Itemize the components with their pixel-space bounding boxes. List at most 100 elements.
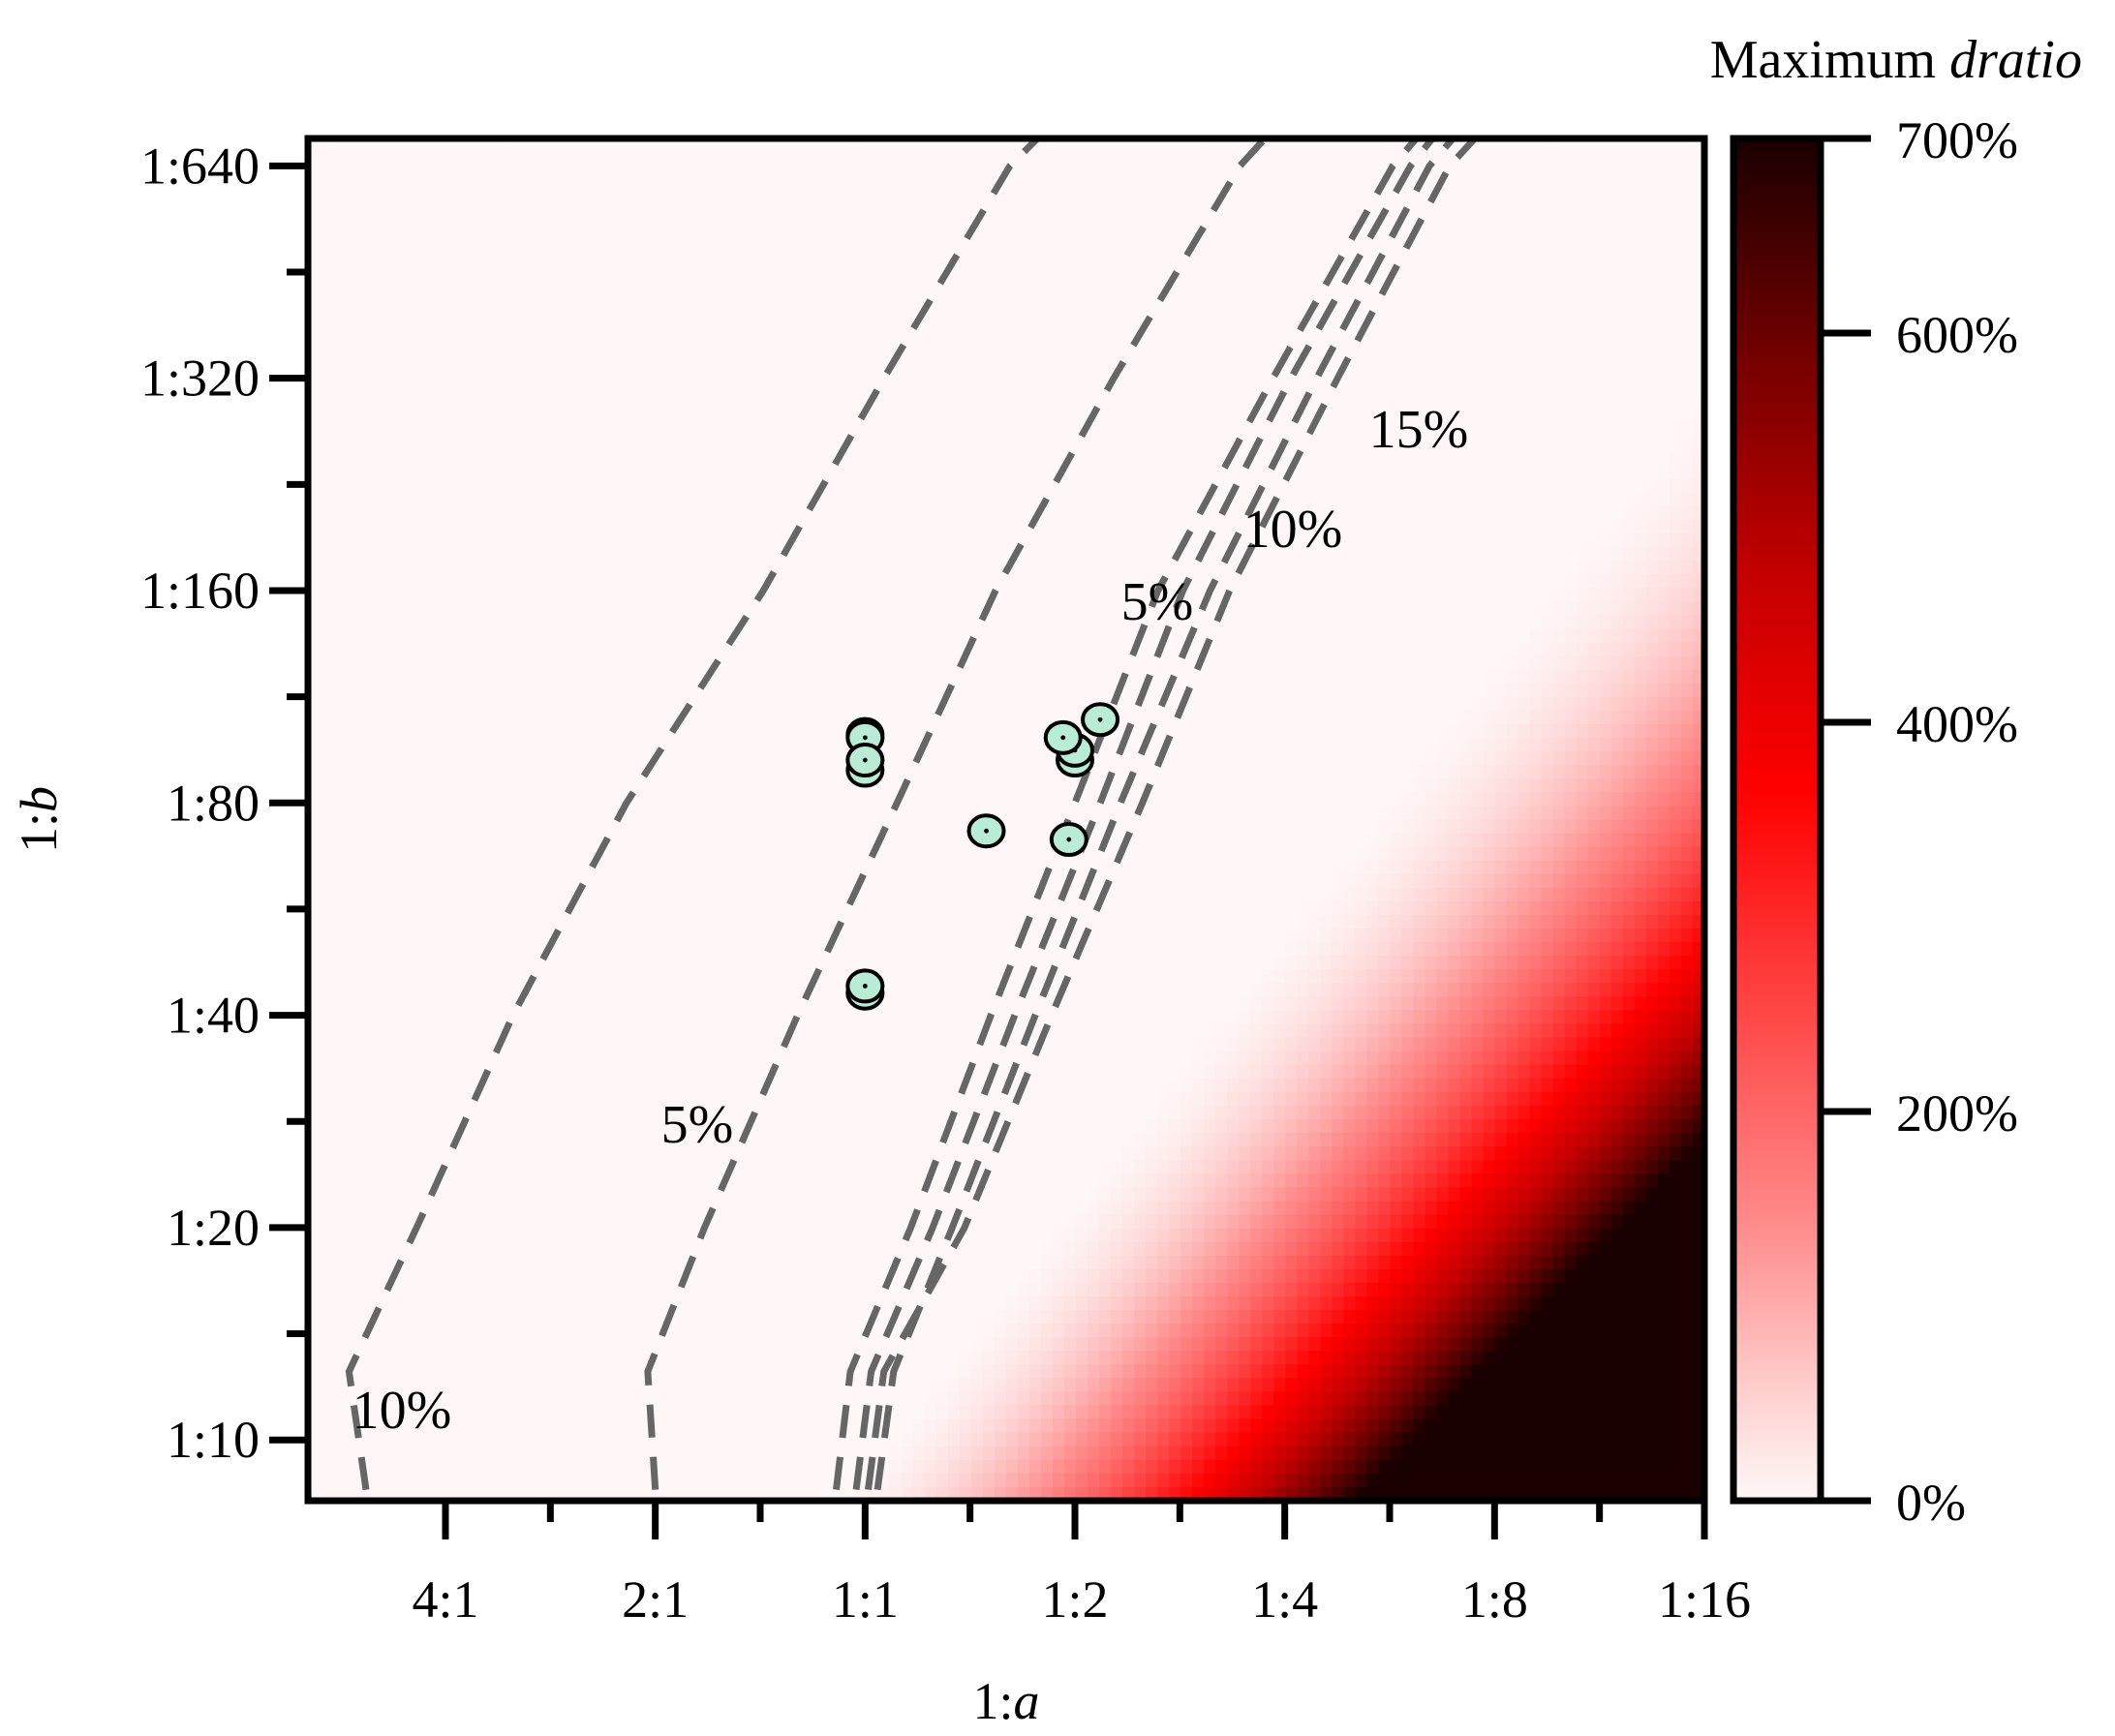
heatmap-cell [575,1459,589,1475]
heatmap-cell [668,655,682,671]
heatmap-cell [680,1324,693,1338]
heatmap-cell [866,655,879,671]
heatmap-cell [877,929,891,943]
heatmap-cell [726,1391,740,1407]
heatmap-cell [877,683,891,698]
heatmap-cell [540,1064,554,1080]
heatmap-cell [471,683,484,698]
heatmap-cell [354,1255,367,1270]
heatmap-cell [529,887,542,902]
heatmap-cell [784,669,798,685]
heatmap-cell [447,260,461,276]
heatmap-cell [331,179,344,195]
heatmap-cell [622,983,635,998]
heatmap-cell [622,615,635,630]
heatmap-cell [564,860,577,875]
heatmap-cell [529,1023,542,1039]
heatmap-cell [389,1324,402,1338]
heatmap-cell [564,1459,577,1475]
heatmap-cell [645,819,659,835]
heatmap-cell [633,206,647,222]
heatmap-cell [378,1241,390,1257]
heatmap-cell [436,1473,448,1488]
heatmap-cell [645,914,659,929]
heatmap-cell [657,1105,670,1120]
heatmap-cell [796,696,810,712]
heatmap-cell [587,996,600,1012]
heatmap-cell [413,1473,425,1488]
heatmap-cell [320,1282,332,1297]
heatmap-cell [436,1023,448,1039]
heatmap-cell [633,451,647,467]
heatmap-cell [680,179,693,195]
heatmap-cell [796,1078,810,1093]
heatmap-cell [529,1078,542,1093]
heatmap-cell [331,1459,344,1475]
heatmap-cell [726,1051,740,1066]
heatmap-cell [668,846,682,862]
heatmap-cell [738,914,751,929]
heatmap-cell [378,628,390,644]
heatmap-cell [622,220,635,235]
heatmap-cell [738,220,751,235]
heatmap-cell [506,1295,519,1311]
heatmap-cell [622,1295,635,1311]
heatmap-cell [808,1119,821,1134]
heatmap-cell [843,792,856,807]
heatmap-cell [517,1241,531,1257]
heatmap-cell [715,751,728,767]
heatmap-cell [715,778,728,794]
heatmap-cell [564,1201,577,1216]
heatmap-cell [633,860,647,875]
heatmap-cell [482,561,496,576]
heatmap-cell [494,1378,507,1393]
heatmap-cell [564,642,577,657]
heatmap-cell [808,996,821,1012]
heatmap-cell [320,929,332,943]
heatmap-cell [424,478,437,494]
heatmap-cell [401,588,414,603]
heatmap-cell [389,1241,402,1257]
heatmap-cell [401,206,414,222]
heatmap-cell [459,1214,473,1230]
heatmap-cell [657,1255,670,1270]
heatmap-cell [320,1351,332,1366]
heatmap-cell [668,1364,682,1380]
heatmap-cell [459,1459,473,1475]
heatmap-cell [564,1418,577,1434]
heatmap-cell [471,956,484,971]
heatmap-cell [389,601,402,617]
heatmap-cell [691,806,705,821]
heatmap-cell [413,152,425,167]
heatmap-cell [645,166,659,181]
heatmap-cell [378,328,390,344]
heatmap-cell [401,478,414,494]
heatmap-cell [738,710,751,725]
heatmap-cell [726,138,740,153]
heatmap-cell [401,301,414,317]
heatmap-cell [401,819,414,835]
heatmap-cell [831,343,844,357]
heatmap-cell [598,792,612,807]
heatmap-cell [354,383,367,399]
heatmap-cell [447,601,461,617]
heatmap-cell [622,1310,635,1325]
heatmap-cell [482,683,496,698]
heatmap-cell [796,1337,810,1353]
heatmap-cell [459,343,473,357]
heatmap-cell [703,301,717,317]
heatmap-cell [447,438,461,453]
heatmap-cell [645,343,659,357]
heatmap-cell [378,247,390,262]
heatmap-cell [343,315,355,330]
heatmap-cell [436,996,448,1012]
heatmap-cell [680,1146,693,1162]
heatmap-cell [494,929,507,943]
heatmap-cell [726,505,740,521]
heatmap-cell [808,846,821,862]
heatmap-cell [424,1241,437,1257]
heatmap-cell [401,696,414,712]
heatmap-cell [459,1241,473,1257]
heatmap-cell [796,1418,810,1434]
heatmap-cell [354,179,367,195]
